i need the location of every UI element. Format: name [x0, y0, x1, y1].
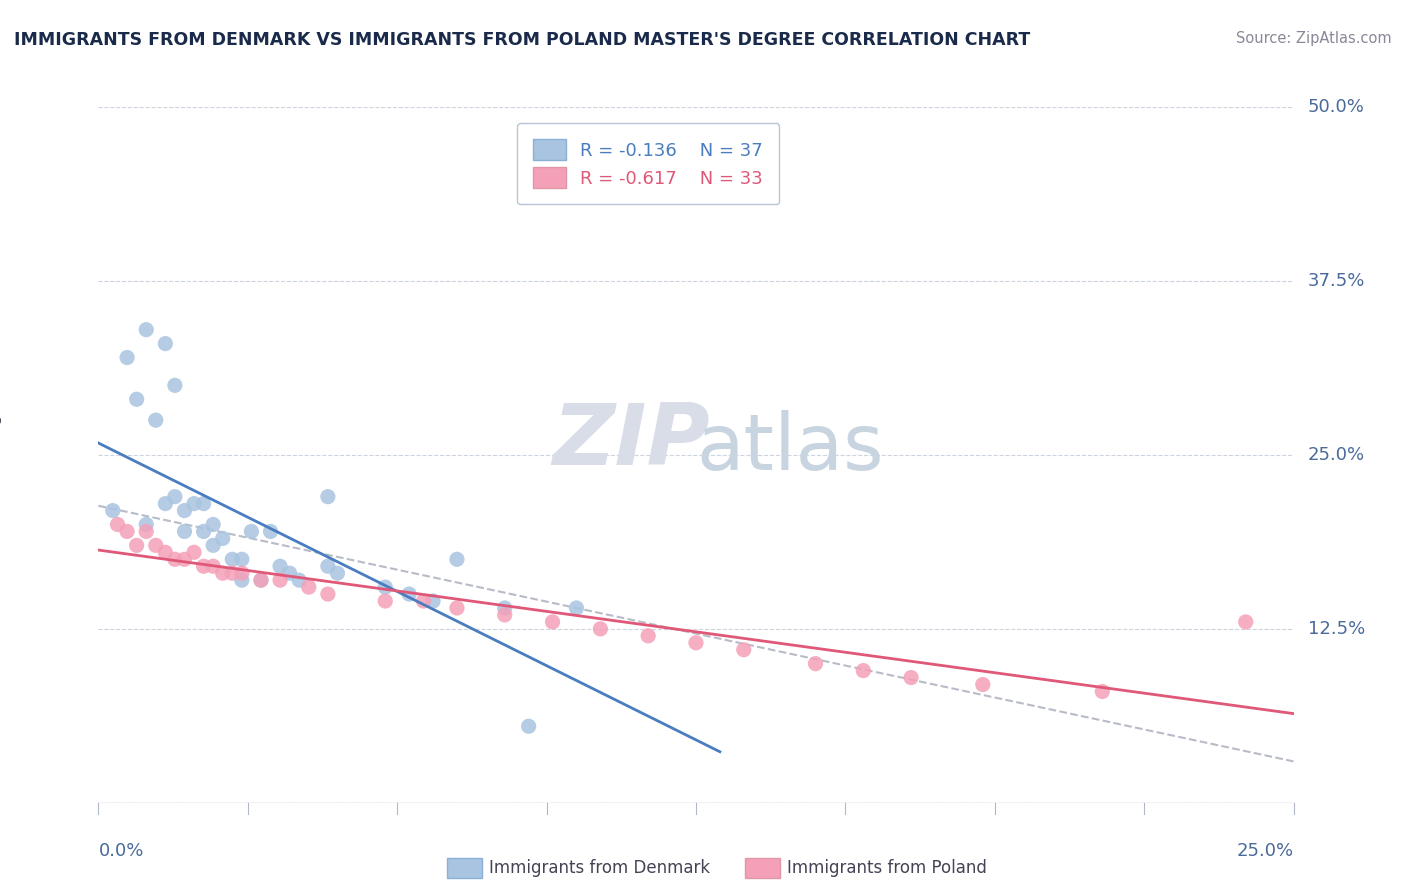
Text: 50.0%: 50.0%	[1308, 98, 1365, 116]
Point	[288, 573, 311, 587]
Point	[804, 657, 827, 671]
Point	[173, 503, 195, 517]
Text: 37.5%: 37.5%	[1308, 272, 1365, 290]
Text: 25.0%: 25.0%	[1308, 446, 1365, 464]
Point	[316, 490, 339, 504]
Point	[269, 573, 291, 587]
Text: atlas: atlas	[696, 410, 883, 486]
Text: 0.0%: 0.0%	[98, 842, 143, 860]
Point	[231, 566, 253, 581]
Point	[145, 413, 167, 427]
Point	[101, 503, 124, 517]
Point	[155, 497, 177, 511]
Point	[193, 497, 215, 511]
Point	[494, 607, 516, 622]
Point	[541, 615, 564, 629]
Text: Master's Degree: Master's Degree	[0, 387, 3, 523]
Point	[202, 559, 225, 574]
Point	[173, 552, 195, 566]
Text: Immigrants from Poland: Immigrants from Poland	[787, 859, 987, 877]
Point	[240, 524, 263, 539]
Text: 12.5%: 12.5%	[1308, 620, 1365, 638]
Point	[422, 594, 444, 608]
Point	[135, 323, 157, 337]
Point	[298, 580, 321, 594]
Point	[202, 538, 225, 552]
Point	[183, 545, 205, 559]
Point	[685, 636, 707, 650]
Point	[193, 559, 215, 574]
Point	[250, 573, 273, 587]
Point	[135, 517, 157, 532]
Point	[125, 392, 148, 407]
Point	[517, 719, 540, 733]
Point	[972, 677, 994, 691]
Point	[211, 566, 233, 581]
Text: Immigrants from Denmark: Immigrants from Denmark	[489, 859, 710, 877]
Point	[278, 566, 301, 581]
Point	[163, 552, 186, 566]
Point	[221, 552, 243, 566]
Point	[211, 532, 233, 546]
Point	[173, 524, 195, 539]
Legend: R = -0.136    N = 37, R = -0.617    N = 33: R = -0.136 N = 37, R = -0.617 N = 33	[517, 123, 779, 204]
Point	[589, 622, 612, 636]
Point	[733, 642, 755, 657]
Point	[398, 587, 420, 601]
Point	[900, 671, 922, 685]
Point	[446, 601, 468, 615]
Point	[155, 545, 177, 559]
Point	[115, 524, 138, 539]
Point	[637, 629, 659, 643]
Point	[163, 490, 186, 504]
Point	[1234, 615, 1257, 629]
Text: IMMIGRANTS FROM DENMARK VS IMMIGRANTS FROM POLAND MASTER'S DEGREE CORRELATION CH: IMMIGRANTS FROM DENMARK VS IMMIGRANTS FR…	[14, 31, 1031, 49]
Point	[446, 552, 468, 566]
Point	[193, 524, 215, 539]
Point	[852, 664, 875, 678]
Point	[269, 559, 291, 574]
Point	[135, 524, 157, 539]
Point	[494, 601, 516, 615]
Text: Source: ZipAtlas.com: Source: ZipAtlas.com	[1236, 31, 1392, 46]
Text: ZIP: ZIP	[553, 400, 710, 483]
Point	[183, 497, 205, 511]
Point	[163, 378, 186, 392]
Point	[259, 524, 281, 539]
Point	[250, 573, 273, 587]
Point	[202, 517, 225, 532]
Point	[374, 594, 396, 608]
Point	[221, 566, 243, 581]
Point	[565, 601, 588, 615]
Point	[231, 552, 253, 566]
Point	[1091, 684, 1114, 698]
Point	[412, 594, 434, 608]
Point	[155, 336, 177, 351]
Point	[316, 587, 339, 601]
Text: 25.0%: 25.0%	[1236, 842, 1294, 860]
Point	[115, 351, 138, 365]
Point	[316, 559, 339, 574]
Point	[145, 538, 167, 552]
Point	[374, 580, 396, 594]
Point	[326, 566, 349, 581]
Point	[107, 517, 129, 532]
Point	[125, 538, 148, 552]
Point	[231, 573, 253, 587]
